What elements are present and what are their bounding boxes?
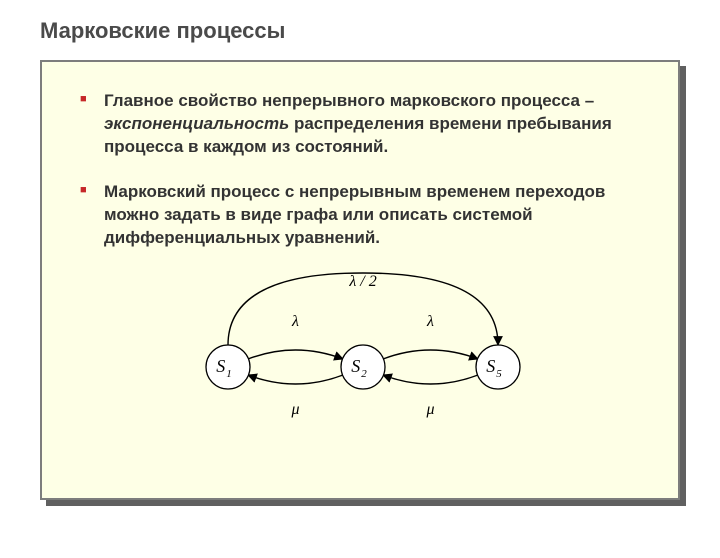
svg-text:μ: μ bbox=[425, 401, 434, 418]
panel-body: Главное свойство непрерывного марковског… bbox=[40, 60, 680, 500]
content-panel: Главное свойство непрерывного марковског… bbox=[40, 60, 680, 500]
svg-text:μ: μ bbox=[290, 401, 299, 418]
bullet-list: Главное свойство непрерывного марковског… bbox=[80, 90, 646, 250]
svg-text:λ: λ bbox=[426, 313, 434, 330]
svg-text:λ: λ bbox=[291, 313, 299, 330]
page-title: Марковские процессы bbox=[40, 18, 720, 44]
bullet-1-prefix: Главное свойство непрерывного марковског… bbox=[104, 91, 594, 110]
svg-text:λ / 2: λ / 2 bbox=[348, 273, 376, 290]
bullet-item-1: Главное свойство непрерывного марковског… bbox=[80, 90, 646, 159]
bullet-2-prefix: Марковский процесс с непрерывным времене… bbox=[104, 182, 605, 247]
bullet-1-emph: экспоненциальность bbox=[104, 114, 289, 133]
bullet-item-2: Марковский процесс с непрерывным времене… bbox=[80, 181, 646, 250]
markov-diagram: λλμμλ / 2S1S2S5 bbox=[80, 272, 646, 437]
